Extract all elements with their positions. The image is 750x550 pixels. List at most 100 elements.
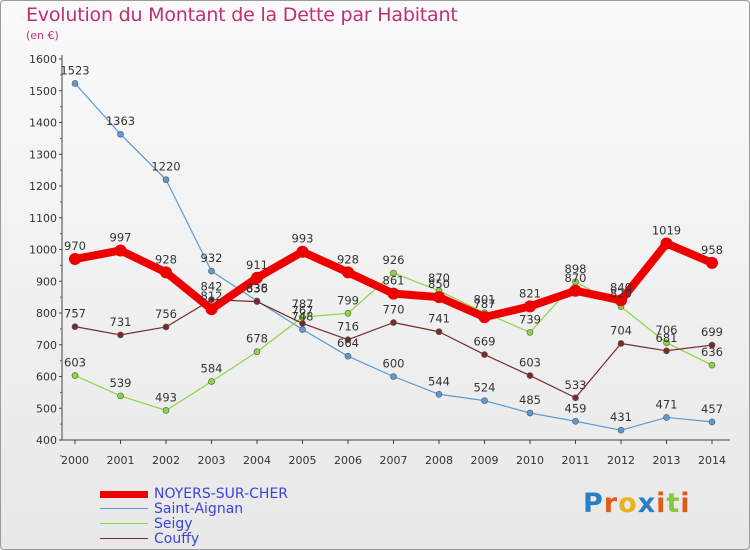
data-label: 840 (610, 280, 632, 294)
data-point (344, 310, 352, 317)
data-point (526, 409, 534, 417)
data-label: 731 (110, 315, 132, 329)
data-label: 1363 (106, 114, 135, 128)
data-label: 870 (565, 271, 587, 285)
data-label: 993 (292, 232, 314, 246)
data-label: 842 (201, 280, 223, 294)
data-point (114, 244, 127, 257)
data-point (617, 426, 625, 434)
x-tick-label: 2004 (243, 454, 271, 467)
data-label: 584 (201, 362, 223, 376)
data-point (251, 271, 263, 284)
legend-label-seigy: Seigy (154, 516, 193, 532)
data-point (617, 340, 625, 347)
data-label: 770 (383, 303, 405, 317)
data-label: 932 (201, 251, 223, 265)
data-label: 861 (383, 274, 405, 288)
data-label: 1220 (151, 160, 180, 174)
data-label: 812 (201, 289, 223, 303)
data-point (390, 319, 397, 326)
data-point (435, 328, 443, 336)
data-point (162, 176, 170, 183)
proxiti-logo: Proxiti (583, 488, 691, 519)
data-label: 850 (428, 277, 450, 291)
data-point (117, 392, 124, 400)
logo-letter: o (618, 488, 638, 519)
legend-label-noyers: NOYERS-SUR-CHER (154, 486, 289, 502)
x-tick-label: 2014 (698, 454, 726, 467)
data-label: 787 (292, 297, 314, 311)
data-label: 748 (292, 310, 314, 324)
data-label: 544 (428, 374, 450, 388)
x-tick-label: 2005 (289, 454, 317, 467)
y-tick-label: 700 (36, 339, 57, 352)
data-label: 669 (474, 335, 496, 349)
data-point (208, 296, 215, 303)
data-point (344, 352, 352, 360)
y-tick-label: 1500 (29, 85, 57, 98)
data-point (71, 372, 79, 379)
data-point (162, 407, 170, 414)
x-tick-label: 2008 (425, 454, 453, 467)
data-point (524, 300, 536, 313)
data-label: 970 (64, 239, 86, 253)
data-label: 821 (519, 286, 541, 300)
data-point (390, 373, 397, 380)
data-point (390, 269, 397, 277)
data-point (253, 298, 261, 305)
data-label: 820 (610, 287, 632, 301)
data-point (299, 320, 306, 327)
x-tick-label: 2011 (562, 454, 590, 467)
logo-letter: r (603, 488, 619, 519)
data-point (205, 303, 218, 316)
data-label: 799 (337, 293, 359, 307)
data-point (69, 253, 81, 266)
data-label: 997 (110, 230, 132, 244)
data-label: 836 (246, 282, 268, 296)
data-label: 928 (337, 252, 359, 266)
x-tick-label: 2006 (334, 454, 362, 467)
data-label: 958 (701, 243, 723, 257)
x-tick-label: 2007 (380, 454, 408, 467)
data-point (117, 331, 124, 339)
y-tick-label: 1300 (29, 148, 57, 161)
x-tick-label: 2012 (607, 454, 635, 467)
data-label: 898 (565, 262, 587, 276)
data-point (663, 339, 670, 347)
y-tick-label: 1100 (29, 212, 57, 225)
y-tick-label: 400 (36, 434, 57, 447)
data-label: 636 (701, 345, 723, 359)
x-tick-label: 2001 (107, 454, 135, 467)
data-point (663, 414, 670, 421)
y-tick-label: 1600 (29, 53, 57, 66)
legend-swatch-seigy (100, 523, 148, 524)
data-label: 1019 (652, 223, 681, 237)
data-label: 431 (610, 410, 632, 424)
y-tick-label: 1000 (29, 244, 57, 257)
data-label: 739 (519, 312, 541, 326)
data-point (572, 394, 579, 402)
data-point (435, 390, 443, 398)
x-tick-label: 2003 (198, 454, 226, 467)
data-label: 603 (519, 356, 541, 370)
data-point (344, 336, 352, 343)
data-point (208, 378, 215, 385)
data-label: 603 (64, 356, 86, 370)
data-label: 600 (383, 357, 405, 371)
data-label: 838 (246, 281, 268, 295)
data-point (572, 417, 579, 425)
data-label: 801 (474, 293, 496, 307)
data-label: 524 (474, 381, 496, 395)
legend-label-saint-aignan: Saint-Aignan (154, 501, 244, 517)
data-label: 767 (292, 303, 314, 317)
data-point (569, 284, 582, 297)
data-label: 457 (701, 402, 723, 416)
data-label: 539 (110, 376, 132, 390)
data-label: 493 (155, 390, 177, 404)
legend-swatch-couffy (100, 538, 148, 539)
x-tick-label: 2002 (152, 454, 180, 467)
data-point (481, 397, 488, 404)
data-label: 756 (155, 307, 177, 321)
y-tick-label: 800 (36, 307, 57, 320)
chart-subtitle: (en €) (26, 29, 59, 42)
